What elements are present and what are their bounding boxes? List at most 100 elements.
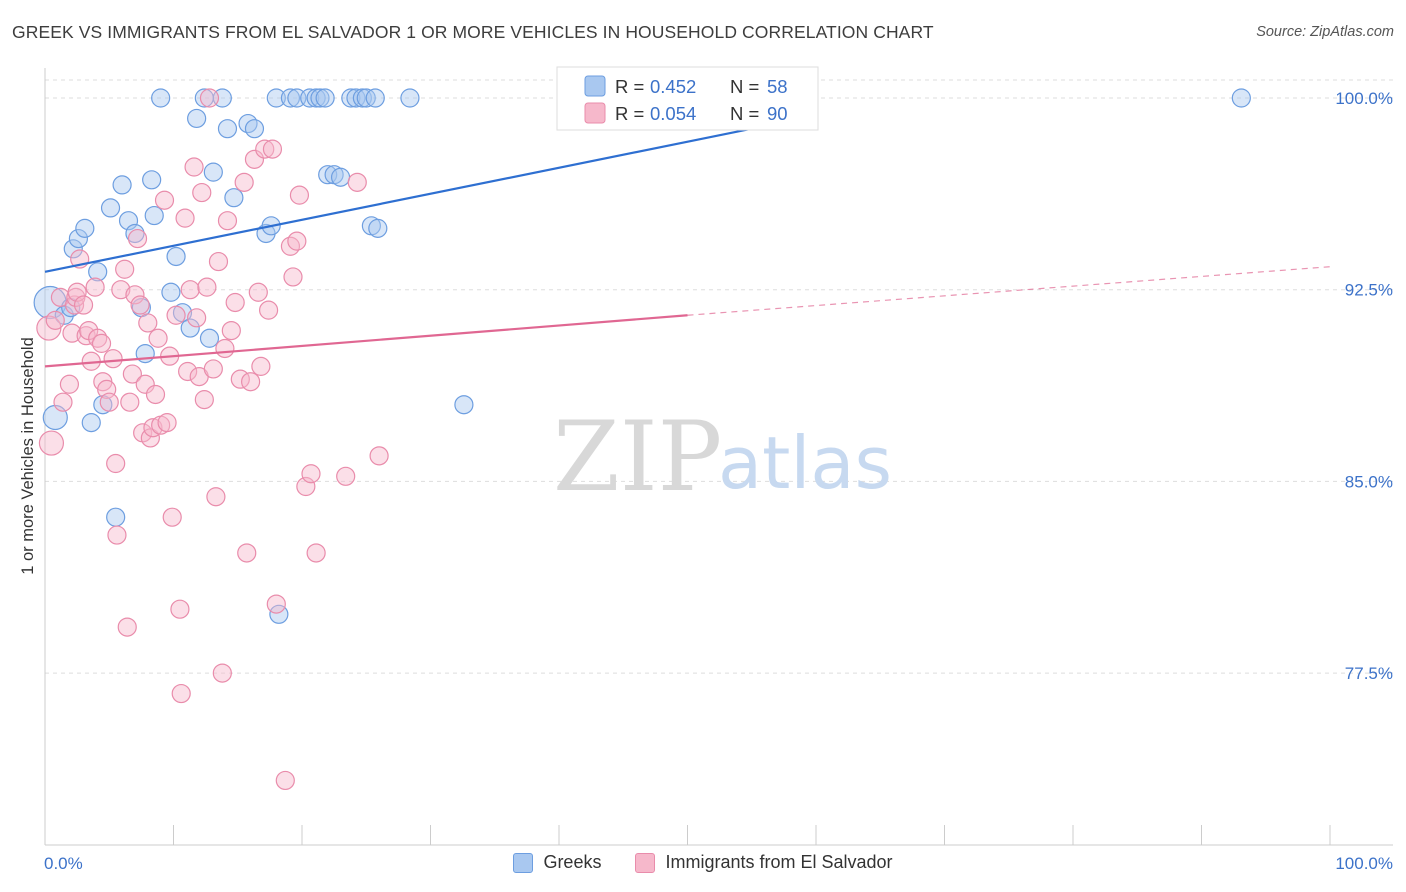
salvador-point	[266, 594, 286, 614]
salvador-point	[178, 361, 198, 382]
salvador-point	[135, 374, 155, 394]
greeks-point	[88, 262, 108, 282]
salvador-point	[255, 139, 275, 159]
salvador-point	[107, 525, 127, 545]
salvador-point	[130, 295, 150, 315]
y-tick-label: 100.0%	[1335, 89, 1393, 108]
y-tick-label: 77.5%	[1345, 664, 1393, 683]
salvador-point	[103, 349, 123, 369]
trend-line-greeks	[44, 125, 765, 273]
bottom-legend-salvador-swatch	[635, 852, 656, 873]
salvador-point	[203, 359, 223, 379]
trend-line-salvador	[44, 314, 688, 368]
legend-salvador-swatch	[584, 102, 606, 124]
salvador-point	[289, 185, 310, 205]
source-label: Source: ZipAtlas.com	[1256, 24, 1394, 40]
bottom-legend: Greeks Immigrants from El Salvador	[0, 852, 1406, 873]
salvador-point	[171, 683, 191, 704]
greeks-point	[346, 88, 366, 108]
salvador-point	[215, 338, 235, 359]
salvador-point	[138, 313, 158, 333]
salvador-point	[175, 208, 195, 228]
salvador-point	[127, 228, 148, 249]
bottom-legend-salvador: Immigrants from El Salvador	[635, 852, 893, 873]
x-tick-labels: 0.0% 100.0%	[44, 854, 1393, 873]
watermark-atlas: atlas	[718, 421, 892, 505]
legend-greeks-swatch	[584, 75, 606, 97]
salvador-point	[162, 507, 182, 527]
salvador-point	[221, 320, 241, 341]
bottom-legend-greeks-swatch	[513, 852, 534, 873]
salvador-point	[166, 305, 186, 325]
greeks-point	[341, 88, 361, 108]
greeks-point	[400, 88, 420, 108]
trend-lines	[44, 125, 1331, 368]
salvador-point	[208, 251, 229, 272]
greeks-point	[81, 413, 101, 433]
salvador-point	[369, 446, 389, 466]
legend-greeks-r-label: R =	[615, 76, 644, 97]
y-tick-label: 85.0%	[1345, 472, 1393, 491]
legend-greeks-n-value: 58	[767, 76, 788, 97]
salvador-point	[225, 292, 245, 313]
salvador-point	[287, 231, 307, 251]
salvador-point	[122, 364, 142, 384]
salvador-point	[125, 285, 145, 305]
salvador-point	[91, 333, 112, 353]
greeks-point	[106, 507, 126, 527]
greeks-point	[1231, 88, 1251, 108]
salvador-point	[347, 172, 367, 192]
salvador-point	[62, 323, 82, 343]
salvador-point	[241, 372, 261, 392]
salvador-point	[262, 139, 283, 159]
greeks-point	[310, 88, 330, 108]
salvador-point	[199, 88, 220, 108]
salvador-point	[38, 430, 65, 456]
salvador-point	[194, 390, 214, 410]
salvador-point	[258, 300, 279, 320]
salvador-point	[59, 374, 80, 394]
salvador-point	[237, 543, 257, 563]
greeks-point	[244, 119, 265, 139]
salvador-point	[244, 149, 265, 169]
greeks-point	[54, 305, 74, 325]
legend-greeks-r-value: 0.452	[650, 76, 696, 97]
greeks-point	[203, 162, 223, 182]
salvador-point	[88, 328, 108, 348]
greeks-point	[330, 167, 351, 187]
greeks-point	[454, 395, 474, 415]
greeks-point	[125, 223, 145, 244]
axes	[44, 68, 1393, 846]
bottom-legend-salvador-label: Immigrants from El Salvador	[665, 852, 893, 872]
salvador-point	[170, 599, 190, 619]
chart-title: GREEK VS IMMIGRANTS FROM EL SALVADOR 1 O…	[12, 22, 934, 42]
greeks-point	[161, 282, 181, 302]
legend-salvador-n-label: N =	[730, 103, 759, 124]
legend-salvador-r-label: R =	[615, 103, 644, 124]
y-tick-labels: 77.5% 85.0% 92.5% 100.0%	[1335, 89, 1393, 683]
salvador-point	[187, 308, 207, 328]
greeks-point	[180, 318, 200, 338]
greeks-point	[368, 218, 388, 238]
salvador-point	[197, 277, 217, 297]
salvador-point	[143, 418, 163, 438]
greeks-point	[63, 239, 83, 259]
greeks-point	[266, 88, 286, 108]
salvador-point	[248, 282, 268, 302]
salvador-point	[115, 259, 135, 279]
salvador-point	[85, 277, 105, 297]
greeks-point	[217, 119, 238, 139]
greeks-point	[224, 188, 244, 208]
greeks-points	[33, 88, 1251, 624]
salvador-point	[275, 770, 295, 791]
greeks-point	[315, 88, 335, 108]
salvador-point	[234, 172, 254, 192]
legend-salvador-n-value: 90	[767, 103, 788, 124]
x-tick-label-end: 100.0%	[1335, 854, 1393, 873]
salvador-point	[283, 267, 303, 287]
salvador-point	[184, 157, 204, 177]
greeks-point	[166, 246, 186, 267]
greeks-point	[112, 175, 132, 195]
greeks-point	[300, 88, 320, 108]
